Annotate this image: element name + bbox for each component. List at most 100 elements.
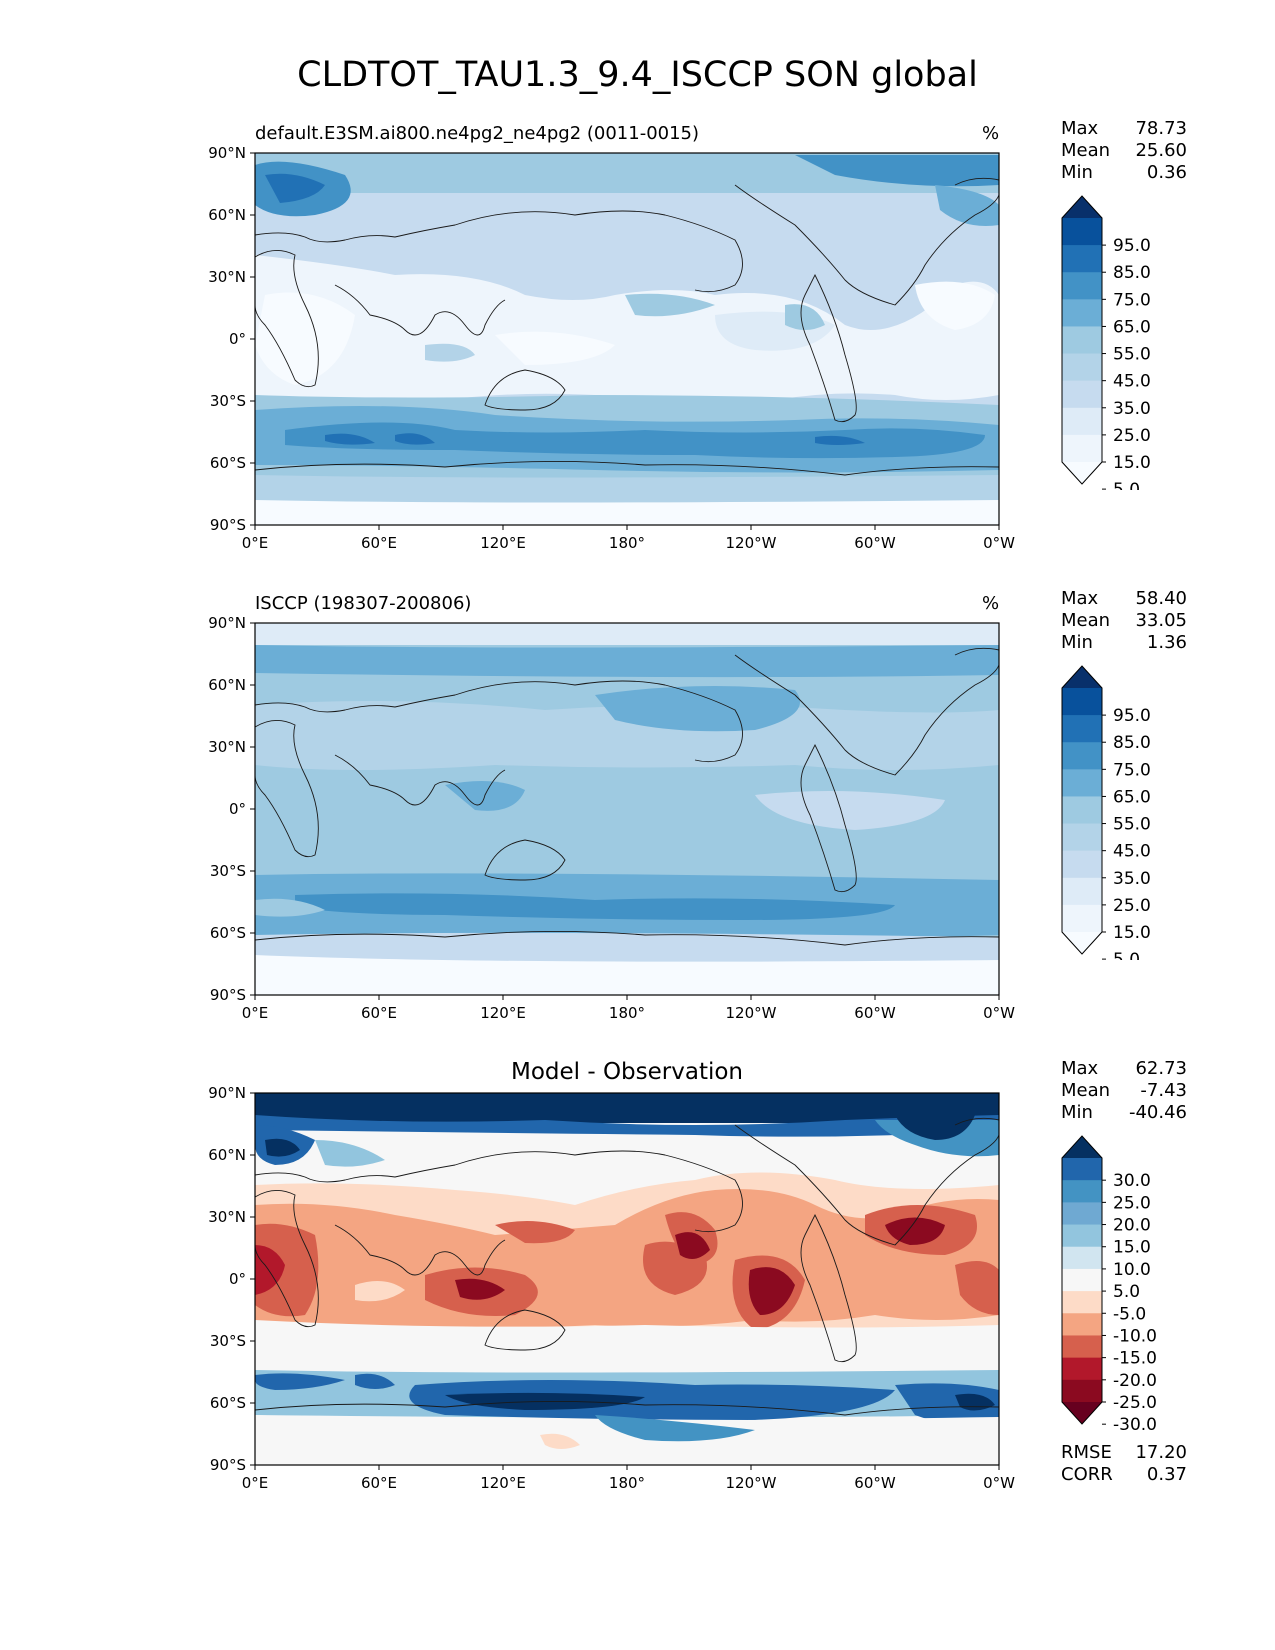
colorbar-tick-label: -10.0	[1113, 1326, 1157, 1346]
colorbar-extend-min	[1062, 1402, 1102, 1424]
panel1-units: %	[982, 123, 1000, 144]
colorbar-segment	[1062, 380, 1102, 409]
lat-tick-label: 90°N	[208, 615, 246, 632]
colorbar-tick-label: 5.0	[1113, 480, 1140, 490]
colorbar-segment	[1062, 904, 1102, 933]
lon-tick-label: 120°W	[726, 1474, 777, 1490]
stat-value: 78.73	[1135, 118, 1187, 139]
colorbar-tick-label: 85.0	[1113, 733, 1151, 753]
colorbar-tick-label: 35.0	[1113, 399, 1151, 419]
colorbar-segment	[1062, 823, 1102, 852]
colorbar-tick-label: -20.0	[1113, 1371, 1157, 1391]
lon-tick-label: 0°E	[242, 1004, 269, 1020]
stat-label: Min	[1061, 1102, 1093, 1123]
colorbar-tick-label: 5.0	[1113, 950, 1140, 960]
colorbar-tick-label: 75.0	[1113, 760, 1151, 780]
colorbar-extend-max	[1062, 666, 1102, 688]
lat-tick-label: 90°S	[210, 1456, 246, 1474]
panel2-units: %	[982, 593, 1000, 614]
colorbar-segment	[1062, 272, 1102, 300]
lat-tick-label: 60°N	[208, 676, 246, 694]
colorbar-segment	[1062, 1180, 1102, 1203]
colorbar-tick-label: 15.0	[1113, 453, 1151, 473]
lon-tick-label: 120°E	[480, 1474, 526, 1490]
lon-tick-label: 0°W	[983, 534, 1015, 550]
panel2-stats: Max 58.40 Mean 33.05 Min 1.36	[1061, 588, 1187, 654]
colorbar-tick-label: 5.0	[1113, 1282, 1140, 1302]
lon-tick-label: 0°W	[983, 1474, 1015, 1490]
colorbar-segment	[1062, 1357, 1102, 1381]
panel1-field	[255, 153, 999, 525]
panel3-coastlines	[255, 1117, 999, 1416]
colorbar-tick-label: 85.0	[1113, 263, 1151, 283]
stat-label: Mean	[1061, 610, 1111, 631]
panel3-field	[255, 1093, 999, 1465]
lon-tick-label: 60°W	[854, 1474, 896, 1490]
stat-label: CORR	[1061, 1464, 1113, 1485]
lon-tick-label: 120°E	[480, 534, 526, 550]
colorbar-segment	[1062, 218, 1102, 246]
colorbar-tick-label: 30.0	[1113, 1171, 1151, 1191]
lon-tick-label: 60°E	[361, 1474, 397, 1490]
colorbar-segment	[1062, 769, 1102, 797]
lat-tick-label: 60°S	[210, 454, 246, 472]
lat-tick-label: 60°S	[210, 1394, 246, 1412]
panel3-colorbar: 30.025.0 20.015.010.05.0-5.0-10.0 -15.0-20…	[1061, 1135, 1157, 1430]
panel3-error-stats: RMSE 17.20 CORR 0.37	[1061, 1442, 1187, 1486]
lon-tick-label: 180°	[609, 1474, 645, 1490]
colorbar-segment	[1062, 245, 1102, 273]
panel2-map: 90°N 60°N 30°N 0° 30°S 60°S 90°S 0°E 60°E 120°E 1…	[208, 615, 1015, 1020]
stat-label: Max	[1061, 118, 1099, 139]
stat-value: 33.05	[1135, 610, 1187, 631]
colorbar-tick-label: 15.0	[1113, 923, 1151, 943]
colorbar-tick-label: 20.0	[1113, 1216, 1151, 1236]
stat-mean-row: Mean 25.60	[1061, 140, 1187, 162]
colorbar-tick-label: 55.0	[1113, 345, 1151, 365]
colorbar-segment	[1062, 1224, 1102, 1248]
stat-label: RMSE	[1061, 1442, 1112, 1463]
lat-tick-label: 30°S	[210, 862, 246, 880]
panel1-lon-axis: 0°E 60°E 120°E 180° 120°W 60°W 0°W	[242, 525, 1015, 550]
lon-tick-label: 0°E	[242, 1474, 269, 1490]
lon-tick-label: 60°E	[361, 1004, 397, 1020]
lon-tick-label: 180°	[609, 1004, 645, 1020]
panel2-subtitle: ISCCP (198307-200806)	[255, 593, 472, 614]
colorbar-segment	[1062, 850, 1102, 879]
colorbar-segment	[1062, 299, 1102, 327]
colorbar-segment	[1062, 353, 1102, 382]
stat-value: 1.36	[1146, 632, 1187, 653]
stat-label: Min	[1061, 632, 1093, 653]
panel1-lat-axis: 90°N 60°N 30°N 0° 30°S 60°S 90°S	[208, 145, 255, 534]
stat-min-row: Min 0.36	[1061, 162, 1187, 184]
colorbar-tick-label: 95.0	[1113, 236, 1151, 256]
colorbar-tick-label: -5.0	[1113, 1304, 1146, 1324]
colorbar-segment	[1062, 1268, 1102, 1292]
panel3-stats: Max 62.73 Mean -7.43 Min -40.46	[1061, 1058, 1187, 1124]
lat-tick-label: 90°S	[210, 986, 246, 1004]
stat-label: Min	[1061, 162, 1093, 183]
colorbar-segment	[1062, 434, 1102, 463]
lon-tick-label: 180°	[609, 534, 645, 550]
colorbar-tick-label: 25.0	[1113, 896, 1151, 916]
lat-tick-label: 90°S	[210, 516, 246, 534]
colorbar-tick-label: 55.0	[1113, 815, 1151, 835]
stat-mean-row: Mean -7.43	[1061, 1080, 1187, 1102]
colorbar-extend-min	[1062, 462, 1102, 484]
panel3-map: 90°N 60°N 30°N 0° 30°S 60°S 90°S 0°E 60°E 120°E 1…	[208, 1085, 1015, 1490]
colorbar-tick-label: 10.0	[1113, 1260, 1151, 1280]
panel2-field	[255, 623, 999, 995]
stat-mean-row: Mean 33.05	[1061, 610, 1187, 632]
lon-tick-label: 0°E	[242, 534, 269, 550]
colorbar-tick-label: 35.0	[1113, 869, 1151, 889]
colorbar-tick-label: 25.0	[1113, 1193, 1151, 1213]
lon-tick-label: 120°W	[726, 1004, 777, 1020]
colorbar-segment	[1062, 877, 1102, 906]
panel1-coastlines	[255, 177, 999, 476]
lon-tick-label: 60°W	[854, 534, 896, 550]
lat-tick-label: 30°N	[208, 738, 246, 756]
colorbar-segment	[1062, 1202, 1102, 1226]
lon-tick-label: 120°W	[726, 534, 777, 550]
colorbar-segment	[1062, 407, 1102, 436]
colorbar-segment	[1062, 715, 1102, 743]
colorbar-tick-label: 15.0	[1113, 1238, 1151, 1258]
